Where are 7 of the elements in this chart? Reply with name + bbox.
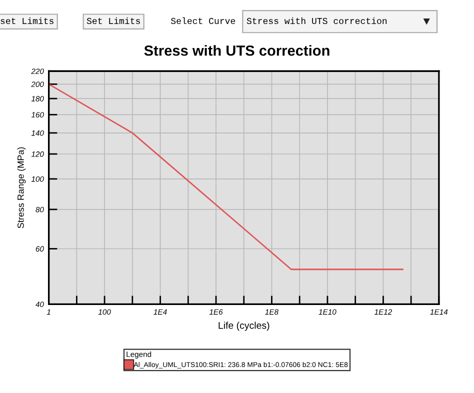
chart-title: Stress with UTS correction xyxy=(144,45,330,56)
text: set Limits xyxy=(0,17,54,24)
text: Set Limits xyxy=(86,17,140,24)
text: Stress with UTS correction xyxy=(246,17,387,24)
x-axis-title: Life (cycles) xyxy=(218,322,270,331)
y-axis-title: Stress Range (MPa) xyxy=(17,147,26,228)
text: Select Curve xyxy=(170,17,236,24)
